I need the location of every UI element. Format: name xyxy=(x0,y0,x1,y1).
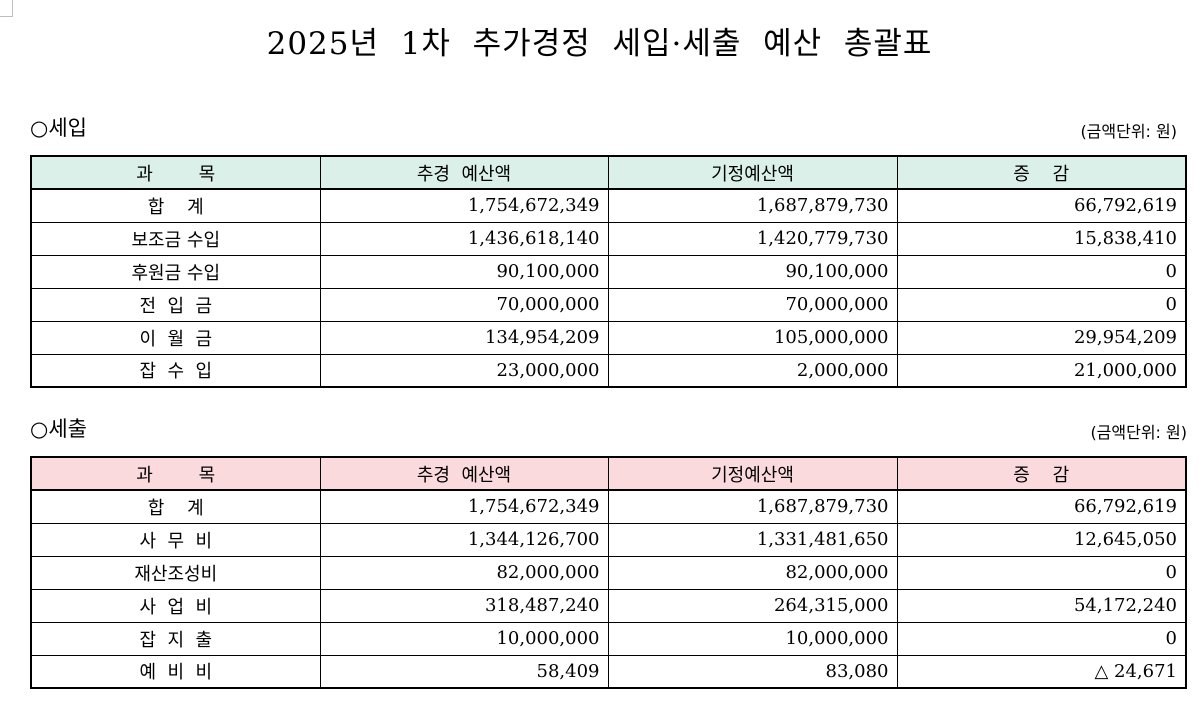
row-item: 후원금 수입 xyxy=(30,254,321,289)
table-row: 예 비 비 58,409 83,080 △ 24,671 xyxy=(30,654,1187,689)
row-change: 54,172,240 xyxy=(896,588,1187,623)
row-existing: 1,687,879,730 xyxy=(607,489,898,524)
row-existing: 1,420,779,730 xyxy=(607,221,898,256)
row-item: 사 무 비 xyxy=(30,522,321,557)
row-item: 예 비 비 xyxy=(30,654,321,689)
row-supplementary: 90,100,000 xyxy=(319,254,609,289)
table-row: 잡 수 입 23,000,000 2,000,000 21,000,000 xyxy=(30,353,1187,388)
row-supplementary: 1,344,126,700 xyxy=(319,522,609,557)
expenditure-header-row: 과 목 추경 예산액 기정예산액 증 감 xyxy=(30,456,1187,491)
row-existing: 70,000,000 xyxy=(607,287,898,322)
row-supplementary: 82,000,000 xyxy=(319,555,609,590)
row-change: 29,954,209 xyxy=(896,320,1187,355)
row-supplementary: 10,000,000 xyxy=(319,621,609,656)
table-row: 후원금 수입 90,100,000 90,100,000 0 xyxy=(30,254,1187,289)
row-existing: 83,080 xyxy=(607,654,898,689)
table-row: 사 무 비 1,344,126,700 1,331,481,650 12,645… xyxy=(30,522,1187,557)
row-supplementary: 1,436,618,140 xyxy=(319,221,609,256)
row-change: 0 xyxy=(896,621,1187,656)
row-item: 합 계 xyxy=(30,188,321,223)
row-item: 잡 수 입 xyxy=(30,353,321,388)
table-row: 전 입 금 70,000,000 70,000,000 0 xyxy=(30,287,1187,322)
row-item: 보조금 수입 xyxy=(30,221,321,256)
row-item: 사 업 비 xyxy=(30,588,321,623)
header-item: 과 목 xyxy=(30,456,321,491)
header-change: 증 감 xyxy=(896,456,1187,491)
row-existing: 1,687,879,730 xyxy=(607,188,898,223)
row-supplementary: 318,487,240 xyxy=(319,588,609,623)
row-existing: 105,000,000 xyxy=(607,320,898,355)
row-supplementary: 70,000,000 xyxy=(319,287,609,322)
header-supplementary: 추경 예산액 xyxy=(319,456,609,491)
table-row: 재산조성비 82,000,000 82,000,000 0 xyxy=(30,555,1187,590)
header-existing: 기정예산액 xyxy=(607,456,898,491)
table-row: 잡 지 출 10,000,000 10,000,000 0 xyxy=(30,621,1187,656)
revenue-unit-label: (금액단위: 원) xyxy=(1080,122,1177,141)
row-existing: 264,315,000 xyxy=(607,588,898,623)
header-supplementary: 추경 예산액 xyxy=(319,155,609,190)
table-row: 합 계 1,754,672,349 1,687,879,730 66,792,6… xyxy=(30,188,1187,223)
page-corner-mark xyxy=(0,0,13,17)
table-row: 이 월 금 134,954,209 105,000,000 29,954,209 xyxy=(30,320,1187,355)
row-supplementary: 23,000,000 xyxy=(319,353,609,388)
table-row: 사 업 비 318,487,240 264,315,000 54,172,240 xyxy=(30,588,1187,623)
row-change: 0 xyxy=(896,555,1187,590)
table-row: 합 계 1,754,672,349 1,687,879,730 66,792,6… xyxy=(30,489,1187,524)
row-item: 재산조성비 xyxy=(30,555,321,590)
row-item: 합 계 xyxy=(30,489,321,524)
row-existing: 10,000,000 xyxy=(607,621,898,656)
expenditure-heading: ○세출 xyxy=(30,417,87,441)
row-existing: 90,100,000 xyxy=(607,254,898,289)
document-title: 2025년 1차 추가경정 세입·세출 예산 총괄표 xyxy=(266,26,933,62)
header-change: 증 감 xyxy=(896,155,1187,190)
revenue-heading: ○세입 xyxy=(30,116,87,140)
row-change: 21,000,000 xyxy=(896,353,1187,388)
expenditure-table: 과 목 추경 예산액 기정예산액 증 감 합 계 1,754,672,349 1… xyxy=(30,456,1187,689)
row-supplementary: 134,954,209 xyxy=(319,320,609,355)
row-existing: 1,331,481,650 xyxy=(607,522,898,557)
row-change: 0 xyxy=(896,287,1187,322)
row-supplementary: 1,754,672,349 xyxy=(319,489,609,524)
row-change: 66,792,619 xyxy=(896,489,1187,524)
row-supplementary: 1,754,672,349 xyxy=(319,188,609,223)
row-item: 잡 지 출 xyxy=(30,621,321,656)
row-change: 0 xyxy=(896,254,1187,289)
header-existing: 기정예산액 xyxy=(607,155,898,190)
row-item: 전 입 금 xyxy=(30,287,321,322)
revenue-header-row: 과 목 추경 예산액 기정예산액 증 감 xyxy=(30,155,1187,190)
table-row: 보조금 수입 1,436,618,140 1,420,779,730 15,83… xyxy=(30,221,1187,256)
revenue-table: 과 목 추경 예산액 기정예산액 증 감 합 계 1,754,672,349 1… xyxy=(30,155,1187,388)
header-item: 과 목 xyxy=(30,155,321,190)
row-supplementary: 58,409 xyxy=(319,654,609,689)
row-existing: 82,000,000 xyxy=(607,555,898,590)
row-item: 이 월 금 xyxy=(30,320,321,355)
row-change: △ 24,671 xyxy=(896,654,1187,689)
expenditure-unit-label: (금액단위: 원) xyxy=(1090,423,1187,442)
row-existing: 2,000,000 xyxy=(607,353,898,388)
row-change: 12,645,050 xyxy=(896,522,1187,557)
row-change: 15,838,410 xyxy=(896,221,1187,256)
row-change: 66,792,619 xyxy=(896,188,1187,223)
